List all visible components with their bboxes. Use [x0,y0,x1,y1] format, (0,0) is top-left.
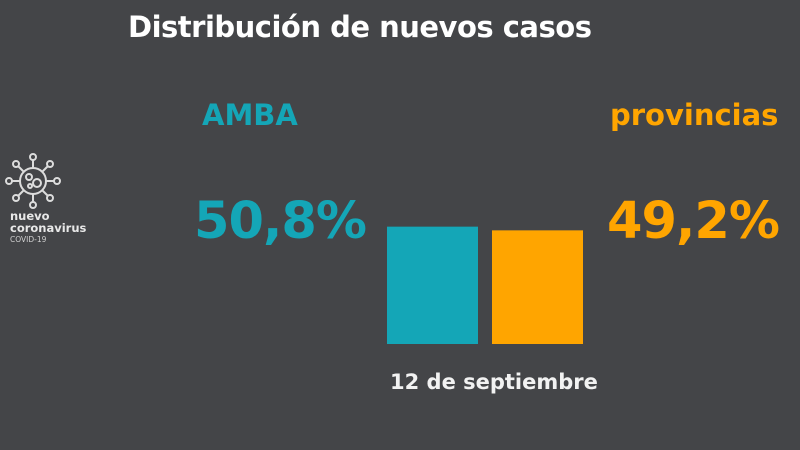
value-label-provincias: 49,2% [607,192,780,251]
category-label-provincias: provincias [610,98,779,132]
logo-line-nuevo: nuevo [10,209,50,223]
logo-line-coronavirus: coronavirus [10,221,87,235]
covid-logo: nuevo coronavirus COVID-19 [3,152,87,245]
virus-icon [5,153,61,209]
logo-line-covid: COVID-19 [10,235,47,244]
chart-title: Distribución de nuevos casos [128,10,592,44]
value-label-amba: 50,8% [194,192,367,251]
x-axis-label: 12 de septiembre [390,370,598,394]
bar-provincias [492,230,583,344]
category-label-amba: AMBA [202,98,298,132]
bar-amba [387,226,478,344]
